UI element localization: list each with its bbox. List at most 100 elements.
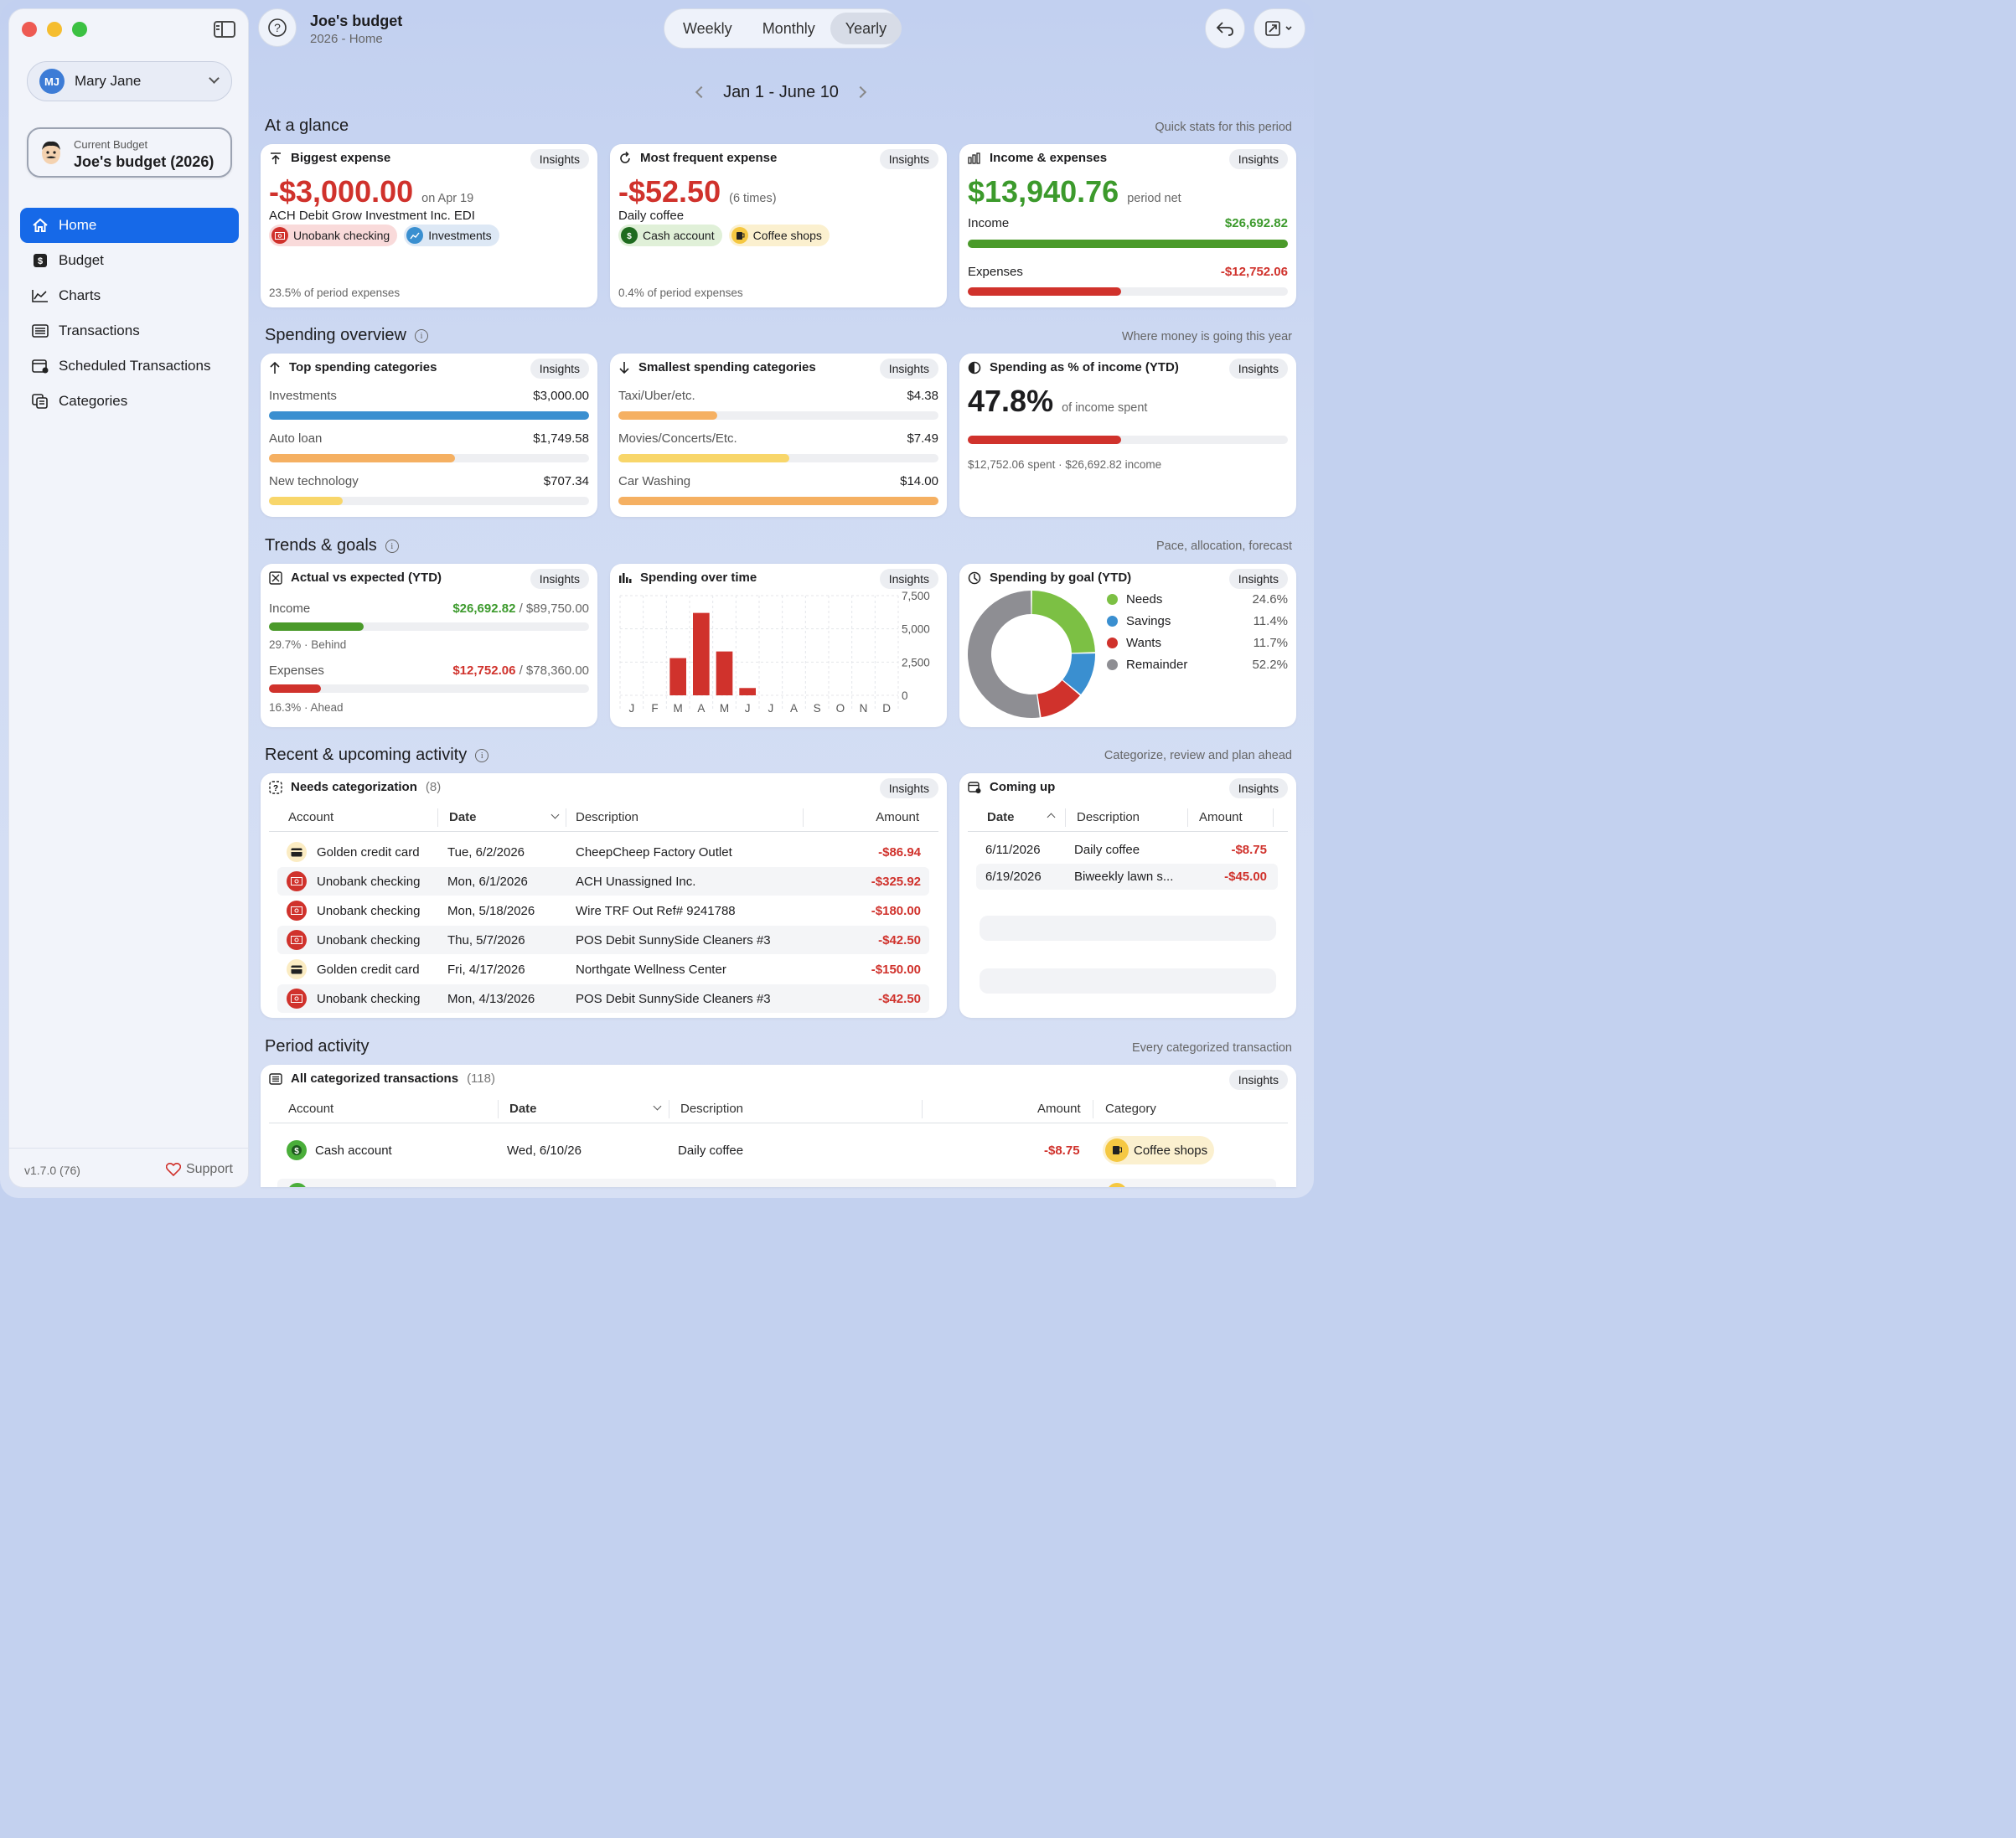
expand-menu-button[interactable] xyxy=(1254,8,1305,49)
minimize-window-button[interactable] xyxy=(47,22,62,37)
insights-button[interactable]: Insights xyxy=(1228,1070,1288,1090)
category-row[interactable]: Auto loan $1,749.58 xyxy=(269,431,589,446)
card-title: All categorized transactions xyxy=(291,1071,459,1086)
legend-label: Savings xyxy=(1126,614,1171,628)
coffee-cup-icon xyxy=(731,227,748,244)
donut-slice[interactable] xyxy=(968,591,1040,718)
column-category[interactable]: Category xyxy=(1105,1102,1156,1116)
insights-button[interactable]: Insights xyxy=(530,569,589,589)
category-chip[interactable]: Coffee shops xyxy=(728,225,830,246)
segment-weekly[interactable]: Weekly xyxy=(683,19,732,37)
undo-button[interactable] xyxy=(1205,8,1245,49)
sidebar-item-home[interactable]: Home xyxy=(20,208,239,243)
sidebar-toggle-icon[interactable] xyxy=(214,21,235,38)
close-window-button[interactable] xyxy=(22,22,37,37)
x-tick-label: O xyxy=(836,702,845,715)
expenses-expected: / $78,360.00 xyxy=(515,663,589,678)
category-row[interactable]: Car Washing $14.00 xyxy=(618,474,938,488)
insights-button[interactable]: Insights xyxy=(1228,778,1288,798)
insights-button[interactable]: Insights xyxy=(879,149,938,169)
column-account[interactable]: Account xyxy=(288,810,334,824)
sidebar-item-categories[interactable]: Categories xyxy=(20,384,239,419)
insights-button[interactable]: Insights xyxy=(879,569,938,589)
bar[interactable] xyxy=(739,688,756,695)
table-row[interactable]: 6/11/2026 Daily coffee -$8.75 xyxy=(976,837,1278,863)
legend-percent: 11.4% xyxy=(1253,614,1288,628)
info-icon[interactable]: i xyxy=(415,328,428,343)
section-at-a-glance: At a glance xyxy=(265,116,349,136)
donut-slice[interactable] xyxy=(1037,680,1080,718)
top-spending-card: Top spending categories Insights Investm… xyxy=(261,354,597,517)
table-row[interactable]: Unobank checking Mon, 5/18/2026 Wire TRF O… xyxy=(277,896,929,925)
info-icon[interactable]: i xyxy=(475,748,489,762)
column-date[interactable]: Date xyxy=(509,1102,662,1116)
bar[interactable] xyxy=(693,612,710,695)
insights-button[interactable]: Insights xyxy=(879,778,938,798)
sidebar-item-budget[interactable]: $ Budget xyxy=(20,243,239,278)
x-tick-label: A xyxy=(697,702,705,715)
account-chip[interactable]: $ Cash account xyxy=(618,225,722,246)
column-date[interactable]: Date xyxy=(987,810,1056,824)
donut-slice[interactable] xyxy=(1062,653,1095,694)
bar[interactable] xyxy=(716,651,733,695)
support-button[interactable]: Support xyxy=(165,1162,233,1177)
segment-yearly[interactable]: Yearly xyxy=(830,13,902,44)
insights-button[interactable]: Insights xyxy=(879,359,938,379)
column-amount[interactable]: Amount xyxy=(876,810,919,824)
account-chip[interactable]: Unobank checking xyxy=(269,225,398,246)
chevron-left-icon[interactable] xyxy=(695,85,708,99)
table-row[interactable]: Unobank checking Mon, 6/1/2026 ACH Unassig… xyxy=(277,867,929,896)
legend-percent: 24.6% xyxy=(1252,592,1288,607)
placeholder-row xyxy=(980,916,1276,941)
table-row[interactable]: Unobank checking Thu, 5/7/2026 POS Debit S… xyxy=(277,926,929,954)
insights-button[interactable]: Insights xyxy=(1228,569,1288,589)
column-date[interactable]: Date xyxy=(449,810,560,824)
chevron-down-icon xyxy=(551,810,560,819)
category-row[interactable]: Taxi/Uber/etc. $4.38 xyxy=(618,389,938,403)
table-row[interactable]: Unobank checking Mon, 4/13/2026 POS Debit … xyxy=(277,984,929,1013)
category-chip[interactable]: Coffee shops xyxy=(1103,1136,1215,1164)
info-icon[interactable]: i xyxy=(385,539,399,553)
table-row[interactable]: $ Cash account Wed, 6/10/26 Daily coffee -$8… xyxy=(277,1135,1276,1165)
segment-monthly[interactable]: Monthly xyxy=(762,19,815,37)
column-description[interactable]: Description xyxy=(680,1102,744,1116)
category-row[interactable]: New technology $707.34 xyxy=(269,474,589,488)
table-row[interactable] xyxy=(277,1179,1276,1187)
row-account: Golden credit card xyxy=(317,962,420,977)
insights-button[interactable]: Insights xyxy=(530,149,589,169)
category-row[interactable]: Investments $3,000.00 xyxy=(269,389,589,403)
user-selector[interactable]: MJ Mary Jane xyxy=(27,61,232,101)
help-button[interactable]: ? xyxy=(258,8,297,47)
insights-button[interactable]: Insights xyxy=(530,359,589,379)
x-tick-label: F xyxy=(651,702,658,715)
column-account[interactable]: Account xyxy=(288,1102,334,1116)
sidebar-item-scheduled-transactions[interactable]: Scheduled Transactions xyxy=(20,348,239,384)
card-title: Spending as % of income (YTD) xyxy=(990,360,1179,374)
category-chip[interactable]: Investments xyxy=(404,225,499,246)
sidebar-item-charts[interactable]: Charts xyxy=(20,278,239,313)
chevron-right-icon[interactable] xyxy=(854,85,867,99)
column-description[interactable]: Description xyxy=(1077,810,1140,824)
column-description[interactable]: Description xyxy=(576,810,639,824)
sidebar-item-transactions[interactable]: Transactions xyxy=(20,313,239,348)
table-row[interactable]: Golden credit card Fri, 4/17/2026 Northgat… xyxy=(277,955,929,984)
current-budget-button[interactable]: Current Budget Joe's budget (2026) xyxy=(27,127,232,178)
support-label: Support xyxy=(185,1162,233,1176)
table-row[interactable]: Golden credit card Tue, 6/2/2026 CheepChee… xyxy=(277,838,929,866)
row-date: Fri, 4/17/2026 xyxy=(447,962,525,977)
insights-button[interactable]: Insights xyxy=(1228,359,1288,379)
expenses-bar xyxy=(968,287,1288,296)
card-header: Spending over time xyxy=(618,571,757,585)
category-name: Taxi/Uber/etc. xyxy=(618,389,695,403)
column-amount[interactable]: Amount xyxy=(1199,810,1243,824)
column-amount[interactable]: Amount xyxy=(1037,1102,1081,1116)
legend-label: Needs xyxy=(1126,592,1163,607)
category-bar-fill xyxy=(618,454,790,462)
table-row[interactable]: 6/19/2026 Biweekly lawn s... -$45.00 xyxy=(976,864,1278,890)
bar[interactable] xyxy=(669,658,686,695)
zoom-window-button[interactable] xyxy=(72,22,87,37)
row-amount: -$150.00 xyxy=(871,962,921,977)
category-row[interactable]: Movies/Concerts/Etc. $7.49 xyxy=(618,431,938,446)
insights-button[interactable]: Insights xyxy=(1228,149,1288,169)
donut-slice[interactable] xyxy=(1031,591,1095,653)
